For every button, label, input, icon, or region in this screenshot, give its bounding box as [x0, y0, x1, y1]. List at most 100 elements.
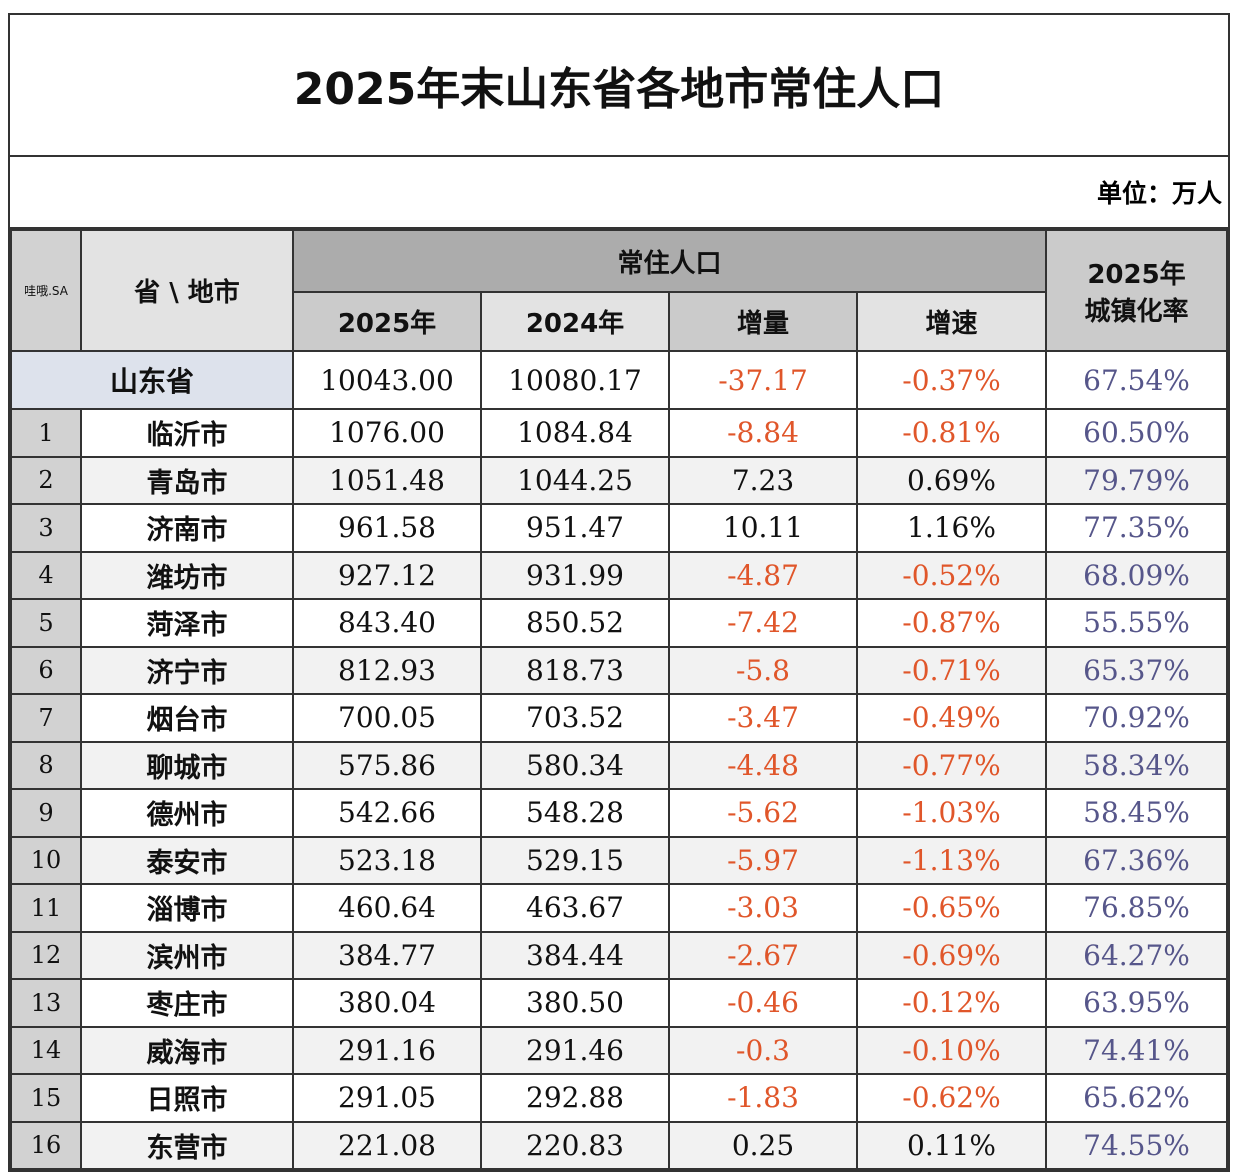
- cell-urbanization: 55.55%: [1045, 598, 1228, 648]
- cell-delta: -3.47: [668, 693, 858, 743]
- cell-pop-2024: 384.44: [480, 930, 670, 980]
- cell-pop-2024: 951.47: [480, 503, 670, 553]
- table-row: 13 枣庄市 380.04 380.50 -0.46 -0.12% 63.95%: [10, 978, 1228, 1028]
- cell-city: 菏泽市: [80, 598, 294, 648]
- cell-pop-2024: 220.83: [480, 1120, 670, 1170]
- population-table-doc: 2025年末山东省各地市常住人口 单位：万人 哇哦.SA 省 \ 地市 常住人口…: [8, 13, 1230, 1172]
- header-2024: 2024年: [480, 291, 670, 352]
- cell-city: 枣庄市: [80, 978, 294, 1028]
- cell-rank: 5: [10, 598, 82, 648]
- cell-urbanization: 67.36%: [1045, 835, 1228, 885]
- cell-growth-rate: 1.16%: [855, 503, 1048, 553]
- cell-pop-2025: 927.12: [292, 550, 482, 600]
- cell-rank: 8: [10, 740, 82, 790]
- province-rate: -0.37%: [855, 350, 1048, 410]
- cell-growth-rate: -0.81%: [855, 408, 1048, 458]
- cell-delta: -8.84: [668, 408, 858, 458]
- cell-growth-rate: -1.03%: [855, 788, 1048, 838]
- cell-delta: -5.97: [668, 835, 858, 885]
- cell-growth-rate: -0.69%: [855, 930, 1048, 980]
- province-2025: 10043.00: [292, 350, 482, 410]
- page-title: 2025年末山东省各地市常住人口: [10, 15, 1228, 157]
- cell-city: 东营市: [80, 1120, 294, 1170]
- cell-delta: 0.25: [668, 1120, 858, 1170]
- cell-delta: -5.8: [668, 645, 858, 695]
- unit-label: 单位：万人: [10, 157, 1228, 229]
- cell-urbanization: 70.92%: [1045, 693, 1228, 743]
- cell-city: 潍坊市: [80, 550, 294, 600]
- header-delta: 增量: [668, 291, 858, 352]
- cell-growth-rate: 0.11%: [855, 1120, 1048, 1170]
- table-row: 6 济宁市 812.93 818.73 -5.8 -0.71% 65.37%: [10, 645, 1228, 695]
- cell-urbanization: 65.62%: [1045, 1073, 1228, 1123]
- cell-rank: 4: [10, 550, 82, 600]
- cell-urbanization: 64.27%: [1045, 930, 1228, 980]
- cell-city: 淄博市: [80, 883, 294, 933]
- cell-pop-2024: 850.52: [480, 598, 670, 648]
- cell-delta: -1.83: [668, 1073, 858, 1123]
- cell-delta: 10.11: [668, 503, 858, 553]
- cell-pop-2025: 291.05: [292, 1073, 482, 1123]
- cell-delta: -7.42: [668, 598, 858, 648]
- cell-rank: 6: [10, 645, 82, 695]
- cell-city: 临沂市: [80, 408, 294, 458]
- province-delta: -37.17: [668, 350, 858, 410]
- cell-delta: -3.03: [668, 883, 858, 933]
- cell-growth-rate: -0.52%: [855, 550, 1048, 600]
- cell-delta: -2.67: [668, 930, 858, 980]
- table-row: 1 临沂市 1076.00 1084.84 -8.84 -0.81% 60.50%: [10, 408, 1228, 458]
- table-row: 16 东营市 221.08 220.83 0.25 0.11% 74.55%: [10, 1120, 1228, 1170]
- header-urban-label: 城镇化率: [1084, 296, 1189, 327]
- cell-rank: 7: [10, 693, 82, 743]
- header-urbanization: 2025年城镇化率: [1045, 229, 1228, 352]
- cell-rank: 1: [10, 408, 82, 458]
- cell-pop-2024: 931.99: [480, 550, 670, 600]
- header-urban-year: 2025年: [1087, 259, 1186, 290]
- cell-city: 烟台市: [80, 693, 294, 743]
- cell-city: 滨州市: [80, 930, 294, 980]
- table-row: 7 烟台市 700.05 703.52 -3.47 -0.49% 70.92%: [10, 693, 1228, 743]
- table-row: 12 滨州市 384.77 384.44 -2.67 -0.69% 64.27%: [10, 930, 1228, 980]
- cell-growth-rate: -0.71%: [855, 645, 1048, 695]
- cell-rank: 12: [10, 930, 82, 980]
- cell-pop-2024: 818.73: [480, 645, 670, 695]
- cell-urbanization: 68.09%: [1045, 550, 1228, 600]
- cell-pop-2024: 291.46: [480, 1025, 670, 1075]
- cell-pop-2025: 380.04: [292, 978, 482, 1028]
- cell-growth-rate: -0.77%: [855, 740, 1048, 790]
- cell-city: 青岛市: [80, 455, 294, 505]
- cell-urbanization: 63.95%: [1045, 978, 1228, 1028]
- cell-urbanization: 79.79%: [1045, 455, 1228, 505]
- cell-delta: -0.3: [668, 1025, 858, 1075]
- cell-pop-2025: 221.08: [292, 1120, 482, 1170]
- cell-urbanization: 77.35%: [1045, 503, 1228, 553]
- cell-delta: -0.46: [668, 978, 858, 1028]
- cell-pop-2025: 1051.48: [292, 455, 482, 505]
- cell-urbanization: 74.41%: [1045, 1025, 1228, 1075]
- cell-urbanization: 58.45%: [1045, 788, 1228, 838]
- cell-pop-2025: 961.58: [292, 503, 482, 553]
- cell-city: 聊城市: [80, 740, 294, 790]
- cell-growth-rate: -0.65%: [855, 883, 1048, 933]
- table-row: 3 济南市 961.58 951.47 10.11 1.16% 77.35%: [10, 503, 1228, 553]
- cell-pop-2025: 460.64: [292, 883, 482, 933]
- table-row: 14 威海市 291.16 291.46 -0.3 -0.10% 74.41%: [10, 1025, 1228, 1075]
- cell-pop-2025: 542.66: [292, 788, 482, 838]
- cell-growth-rate: -0.87%: [855, 598, 1048, 648]
- cell-growth-rate: -0.12%: [855, 978, 1048, 1028]
- cell-city: 威海市: [80, 1025, 294, 1075]
- corner-watermark: 哇哦.SA: [10, 229, 82, 352]
- cell-urbanization: 60.50%: [1045, 408, 1228, 458]
- cell-pop-2025: 523.18: [292, 835, 482, 885]
- cell-pop-2025: 700.05: [292, 693, 482, 743]
- cell-delta: -5.62: [668, 788, 858, 838]
- cell-pop-2024: 1044.25: [480, 455, 670, 505]
- cell-urbanization: 65.37%: [1045, 645, 1228, 695]
- header-2025: 2025年: [292, 291, 482, 352]
- province-name: 山东省: [10, 350, 294, 410]
- table-row: 9 德州市 542.66 548.28 -5.62 -1.03% 58.45%: [10, 788, 1228, 838]
- cell-urbanization: 74.55%: [1045, 1120, 1228, 1170]
- cell-growth-rate: -0.49%: [855, 693, 1048, 743]
- cell-delta: 7.23: [668, 455, 858, 505]
- cell-rank: 10: [10, 835, 82, 885]
